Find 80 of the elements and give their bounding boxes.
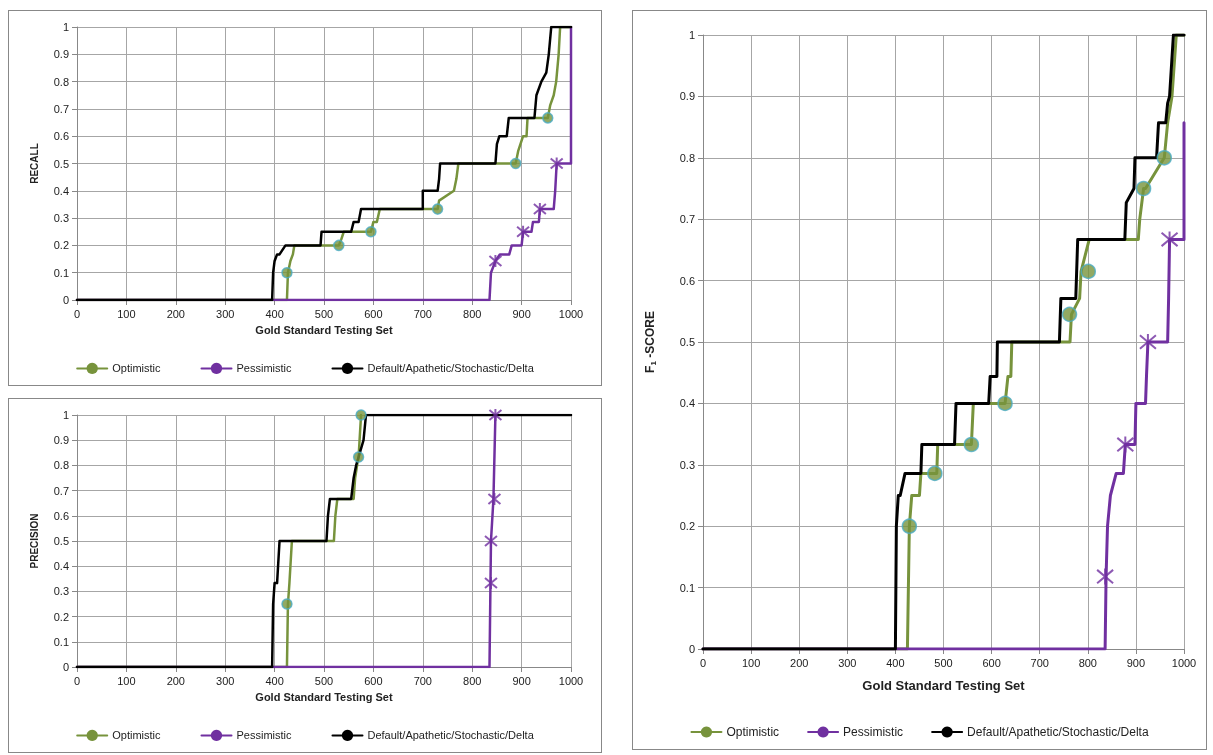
- x-tick-label: 500: [314, 674, 334, 687]
- y-axis-title: RECALL: [28, 143, 40, 184]
- y-tick-label: 0.2: [53, 610, 69, 623]
- y-tick-label: 0.3: [53, 212, 69, 225]
- y-tick-label: 0.8: [679, 151, 695, 164]
- x-tick-label: 200: [166, 307, 185, 320]
- y-tick-label: 0.9: [53, 434, 69, 447]
- y-tick-label: 0.8: [53, 459, 69, 472]
- x-tick-label: 400: [265, 674, 284, 687]
- x-tick-label: 0: [73, 674, 81, 687]
- x-tick-label: 700: [413, 674, 432, 687]
- x-axis-title: Gold Standard Testing Set: [255, 323, 393, 336]
- x-tick-label: 1000: [1171, 656, 1197, 669]
- x-tick-label: 600: [982, 656, 1001, 669]
- legend-label: Optimistic: [726, 725, 780, 739]
- y-tick-label: 0.1: [679, 581, 695, 594]
- y-tick-label: 0.6: [53, 130, 69, 143]
- x-tick-label: 300: [216, 307, 235, 320]
- y-tick-label: 0: [688, 643, 695, 655]
- legend-label: Pessimistic: [236, 729, 292, 742]
- x-tick-label: 1000: [558, 307, 584, 320]
- y-tick-label: 0.1: [53, 635, 69, 648]
- x-tick-label: 800: [1078, 656, 1097, 669]
- y-tick-label: 1: [62, 21, 69, 33]
- legend-label: Pessimistic: [843, 725, 904, 739]
- y-tick-label: 0.8: [53, 75, 69, 88]
- y-tick-label: 1: [688, 29, 695, 41]
- y-tick-label: 0.4: [679, 397, 695, 410]
- y-tick-label: 0.4: [53, 560, 69, 573]
- legend-label: Default/Apathetic/Stochastic/Delta: [967, 725, 1149, 739]
- y-tick-label: 0: [62, 294, 69, 306]
- y-axis-title: F1 -SCORE: [643, 311, 658, 373]
- x-tick-label: 600: [364, 307, 383, 320]
- x-tick-label: 0: [699, 656, 707, 669]
- y-tick-label: 0.2: [53, 239, 69, 252]
- x-tick-label: 900: [512, 674, 531, 687]
- y-tick-label: 1: [62, 409, 69, 421]
- x-tick-label: 400: [265, 307, 284, 320]
- legend-label: Pessimistic: [236, 362, 292, 375]
- x-tick-label: 200: [790, 656, 809, 669]
- x-tick-label: 900: [512, 307, 531, 320]
- legend-label: Default/Apathetic/Stochastic/Delta: [367, 362, 535, 375]
- x-tick-label: 0: [73, 307, 81, 320]
- y-tick-label: 0.5: [679, 336, 695, 348]
- x-tick-label: 100: [117, 674, 136, 687]
- y-tick-label: 0.6: [679, 274, 695, 287]
- y-tick-label: 0.9: [679, 90, 695, 103]
- y-tick-label: 0.6: [53, 509, 69, 522]
- x-tick-label: 300: [838, 656, 857, 669]
- y-tick-label: 0.7: [679, 213, 695, 226]
- legend-label: Optimistic: [112, 729, 161, 742]
- x-tick-label: 800: [463, 674, 482, 687]
- y-tick-label: 0.4: [53, 184, 69, 197]
- x-tick-label: 200: [166, 674, 185, 687]
- y-axis-title: PRECISION: [28, 513, 40, 569]
- x-tick-label: 100: [741, 656, 761, 669]
- y-tick-label: 0.5: [53, 157, 69, 170]
- x-tick-label: 600: [364, 674, 383, 687]
- x-axis-title: Gold Standard Testing Set: [255, 690, 393, 703]
- x-tick-label: 500: [314, 307, 334, 320]
- y-tick-label: 0.1: [53, 266, 69, 279]
- x-tick-label: 1000: [558, 674, 584, 687]
- x-tick-label: 700: [413, 307, 432, 320]
- x-tick-label: 800: [463, 307, 482, 320]
- y-tick-label: 0.2: [679, 520, 695, 533]
- legend-label: Default/Apathetic/Stochastic/Delta: [367, 729, 535, 742]
- legend-label: Optimistic: [112, 362, 161, 375]
- x-axis-title: Gold Standard Testing Set: [862, 678, 1026, 693]
- x-tick-label: 900: [1126, 656, 1146, 669]
- y-tick-label: 0.3: [679, 458, 695, 471]
- y-tick-label: 0.7: [53, 484, 69, 497]
- x-tick-label: 400: [886, 656, 905, 669]
- y-tick-label: 0.9: [53, 48, 69, 61]
- y-tick-label: 0.5: [53, 535, 69, 547]
- x-tick-label: 700: [1030, 656, 1049, 669]
- y-tick-label: 0.7: [53, 102, 69, 115]
- x-tick-label: 500: [934, 656, 953, 669]
- x-tick-label: 100: [117, 307, 136, 320]
- x-tick-label: 300: [216, 674, 235, 687]
- y-tick-label: 0.3: [53, 585, 69, 598]
